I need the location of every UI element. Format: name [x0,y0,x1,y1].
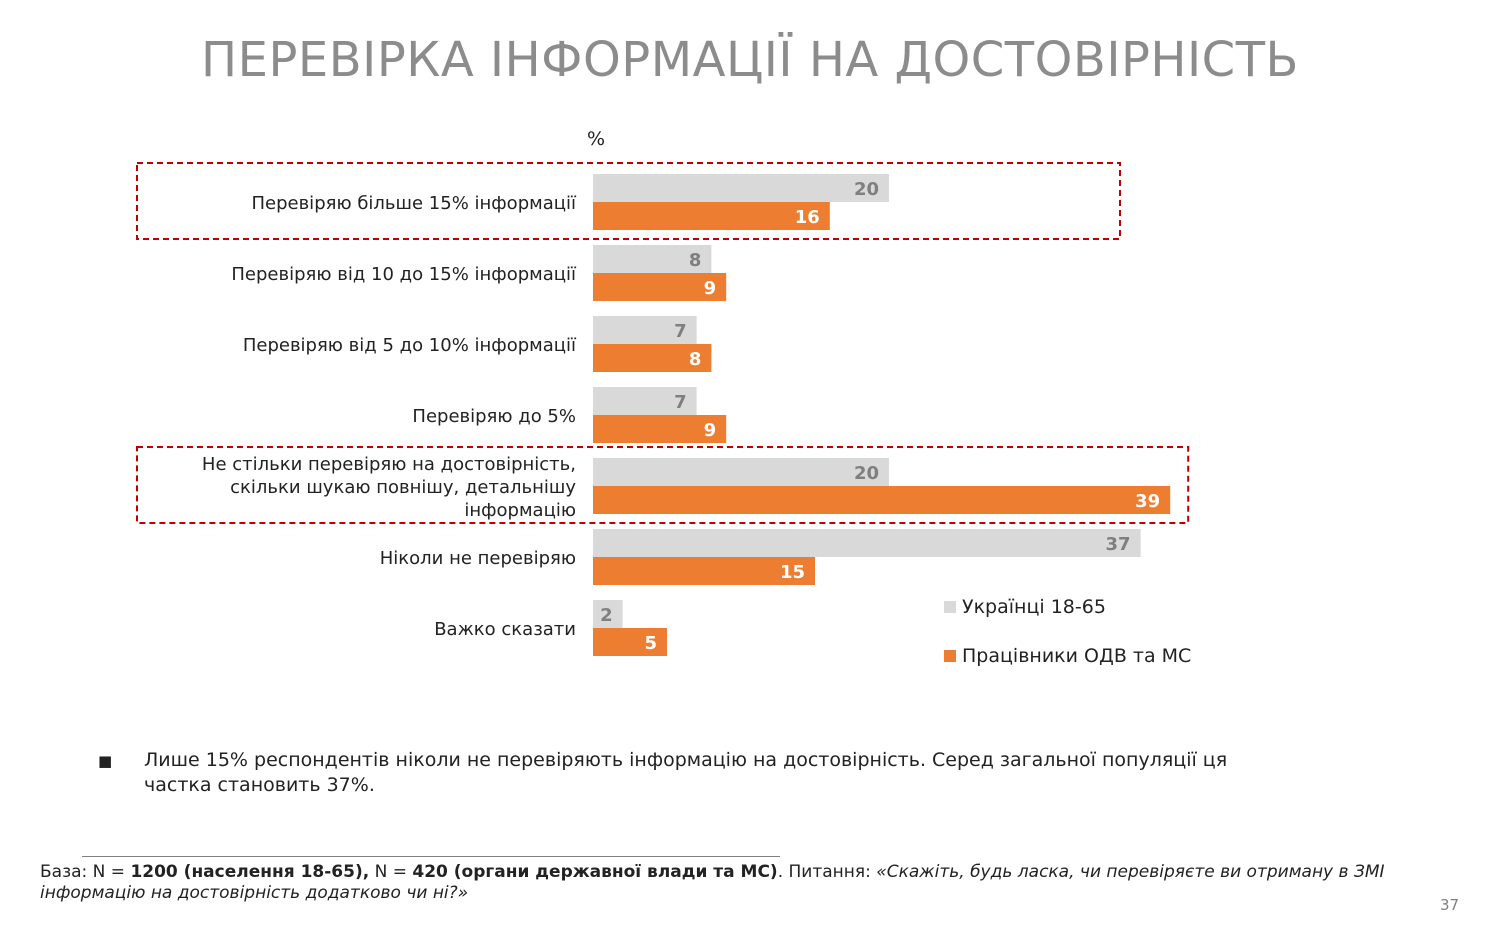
category-label-6-0: Важко сказати [434,619,576,640]
category-label-4-2: інформацію [464,500,576,521]
category-label-0-0: Перевіряю більше 15% інформації [251,193,577,214]
bar-general-3 [593,387,697,415]
bar-officials-4 [593,486,1171,514]
data-label-general-6: 2 [600,605,613,626]
bar-officials-1 [593,273,727,301]
footnote-divider [82,856,780,857]
legend-label-officials: Працівники ОДВ та МС [962,645,1192,667]
category-label-1-0: Перевіряю від 10 до 15% інформації [231,264,577,285]
data-label-general-1: 8 [689,250,702,271]
data-label-officials-2: 8 [689,349,702,370]
footnote-base-organizations: 420 (органи державної влади та МС) [412,862,778,882]
data-label-officials-5: 15 [780,562,805,583]
bullet-marker: ■ [98,752,113,770]
bar-general-5 [593,529,1141,557]
highlight-box-0 [136,162,1121,240]
slide-title: ПЕРЕВІРКА ІНФОРМАЦІЇ НА ДОСТОВІРНІСТЬ [201,32,1299,88]
footnote-question-prefix: . Питання: [777,862,877,882]
data-label-officials-4: 39 [1135,491,1160,512]
data-label-officials-6: 5 [644,633,657,654]
bar-general-0 [593,174,889,202]
category-label-2-0: Перевіряю від 5 до 10% інформації [243,335,577,356]
category-label-5-0: Ніколи не перевіряю [380,548,576,569]
legend-label-general: Українці 18-65 [962,596,1106,618]
data-label-general-5: 37 [1106,534,1131,555]
bar-general-6 [593,600,623,628]
unit-label: % [587,128,605,150]
data-label-officials-0: 16 [795,207,820,228]
category-label-4-1: скільки шукаю повнішу, детальнішу [230,477,576,498]
data-label-general-2: 7 [674,321,687,342]
category-label-3-0: Перевіряю до 5% [412,406,576,427]
data-label-general-0: 20 [854,179,879,200]
footnote-question: «Скажіть, будь ласка, чи перевіряєте ви … [40,862,1385,903]
key-finding-text: Лише 15% респондентів ніколи не перевіря… [144,749,1228,796]
legend-item-officials: Працівники ОДВ та МС [944,645,1191,667]
bar-officials-3 [593,415,727,443]
footnote-base-population: 1200 (населення 18-65), [130,862,370,882]
page-number: 37 [1440,896,1460,914]
legend-swatch-officials [944,650,956,662]
bar-officials-5 [593,557,815,585]
bar-officials-2 [593,344,712,372]
legend-swatch-general [944,601,956,613]
bar-officials-0 [593,202,830,230]
data-label-general-3: 7 [674,392,687,413]
bar-general-2 [593,316,697,344]
category-label-4-0: Не стільки перевіряю на достовірність, [202,454,576,475]
data-label-officials-1: 9 [704,278,717,299]
footnote-base-mid: N = [369,862,413,882]
data-label-general-4: 20 [854,463,879,484]
legend-item-general: Українці 18-65 [944,596,1106,618]
highlight-box-1 [136,446,1190,524]
bar-officials-6 [593,628,667,656]
footnote-base-prefix: База: N = [40,862,131,882]
data-label-officials-3: 9 [704,420,717,441]
bar-general-4 [593,458,889,486]
footnote: База: N = 1200 (населення 18-65), N = 42… [40,862,1400,904]
bar-general-1 [593,245,712,273]
